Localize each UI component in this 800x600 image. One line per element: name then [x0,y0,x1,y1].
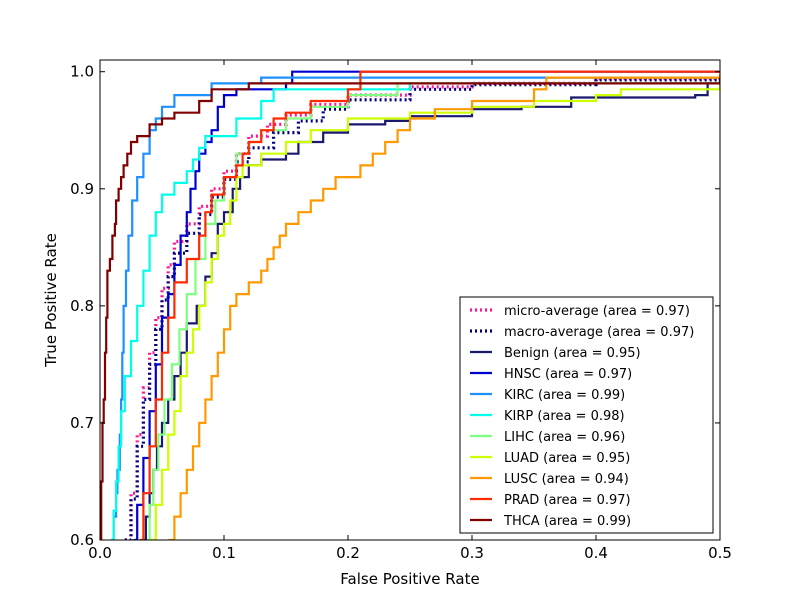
legend-label-luad: LUAD (area = 0.95) [504,451,630,466]
y-tick-label: 0.9 [70,180,94,198]
legend-label-lusc: LUSC (area = 0.94) [504,472,629,487]
x-tick-label: 0.0 [88,544,112,562]
x-tick-label: 0.1 [212,544,236,562]
series-line-hnsc [133,70,720,540]
legend: micro-average (area = 0.97) macro-average… [459,296,714,534]
y-tick-label: 1.0 [70,63,94,81]
y-tick-label: 0.6 [70,531,94,549]
series-line-kirp [111,77,720,540]
series-line-thca [100,77,720,540]
x-axis-label: False Positive Rate [340,570,479,588]
plot-frame [99,59,721,541]
series-line-lusc [168,74,720,540]
legend-label-micro-average: micro-average (area = 0.97) [504,304,690,319]
x-tick-label: 0.5 [708,544,732,562]
legend-label-benign: Benign (area = 0.95) [504,346,641,361]
x-tick-label: 0.2 [336,544,360,562]
series-layer [100,70,720,540]
legend-label-thca: THCA (area = 0.99) [503,514,631,529]
y-axis-label: True Positive Rate [42,233,60,368]
legend-label-kirc: KIRC (area = 0.99) [504,388,625,403]
x-tick-label: 0.3 [460,544,484,562]
legend-label-hnsc: HNSC (area = 0.97) [504,367,632,382]
y-tick-label: 0.8 [70,297,94,315]
legend-label-macro-average: macro-average (area = 0.97) [504,325,694,340]
series-line-macro-average [124,76,720,540]
legend-box [459,296,714,534]
series-line-prad [139,70,720,540]
y-tick-label: 0.7 [70,414,94,432]
legend-label-lihc: LIHC (area = 0.96) [504,430,625,445]
legend-label-prad: PRAD (area = 0.97) [504,493,631,508]
x-tick-label: 0.4 [584,544,608,562]
ticks-layer: 0.0 0.1 0.2 0.3 0.4 0.5 0.6 0.7 0.8 0.9 1.0 [70,60,732,562]
legend-label-kirp: KIRP (area = 0.98) [504,409,625,424]
